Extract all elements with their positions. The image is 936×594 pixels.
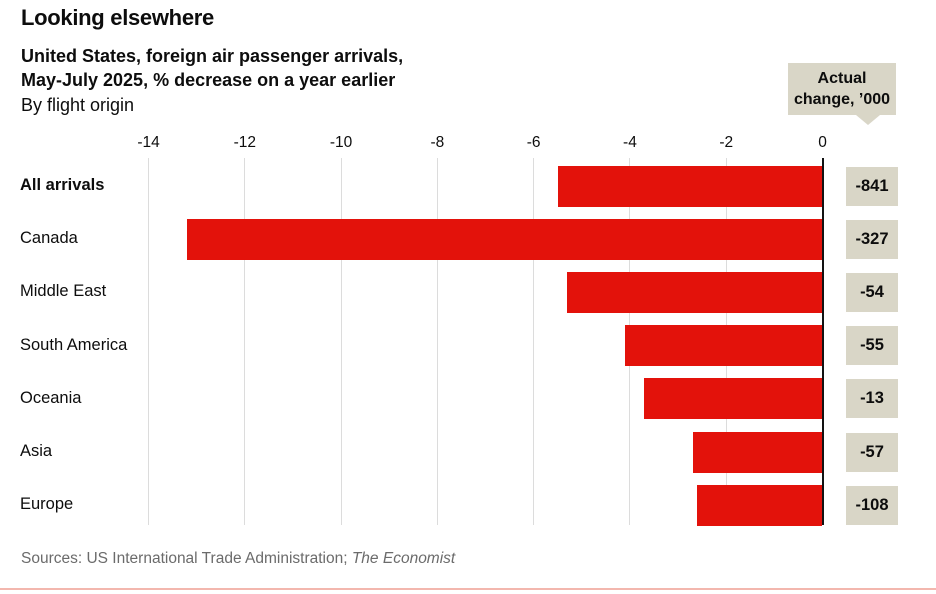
axis-tick-label: -6	[526, 134, 541, 151]
gridline	[148, 158, 150, 525]
value-badge: -54	[846, 272, 898, 312]
bar-label: Canada	[20, 229, 78, 248]
bar-label: Oceania	[20, 388, 82, 407]
bar-label: South America	[20, 335, 128, 354]
bar	[644, 378, 823, 420]
source-line: Sources: US International Trade Administ…	[21, 550, 455, 568]
bar-label: Asia	[20, 442, 53, 460]
source-publisher: The Economist	[351, 550, 456, 567]
callout-pointer	[856, 115, 880, 125]
axis-tick-label: 0	[818, 134, 827, 151]
chart-subtitle-line1: United States, foreign air passenger arr…	[21, 46, 404, 66]
bar-label: All arrivals	[20, 176, 105, 194]
axis-tick-label: -8	[430, 134, 445, 151]
axis-tick-label: -10	[329, 134, 353, 151]
chart-byline: By flight origin	[21, 95, 135, 115]
bar-label: Europe	[20, 495, 74, 514]
bar	[567, 271, 823, 313]
axis-tick-label: -14	[137, 134, 160, 151]
gridline	[533, 158, 535, 525]
callout-line2: change, ’000	[793, 91, 891, 108]
bar-label: Middle East	[20, 282, 107, 301]
actual-change-callout: Actual change, ’000	[788, 63, 896, 115]
value-badge: -55	[846, 326, 898, 366]
chart-subtitle-line2: May-July 2025, % decrease on a year earl…	[21, 70, 396, 90]
bar	[692, 431, 823, 473]
value-badge: -13	[846, 379, 898, 419]
value-badge: -108	[846, 485, 898, 525]
value-badge: -57	[846, 432, 898, 472]
value-badge: -841	[846, 166, 898, 206]
axis-tick-label: -12	[233, 134, 257, 151]
bar	[697, 484, 823, 526]
bar	[625, 325, 823, 367]
gridline	[340, 158, 342, 525]
bottom-rule	[0, 588, 936, 590]
axis-tick-label: -2	[719, 134, 734, 151]
axis-tick-label: -4	[623, 134, 637, 151]
chart-title: Looking elsewhere	[21, 5, 214, 30]
gridline	[244, 158, 246, 525]
source-text: Sources: US International Trade Administ…	[21, 550, 352, 567]
gridline	[436, 158, 438, 525]
bar	[187, 218, 823, 260]
value-badge: -327	[846, 219, 898, 259]
zero-axis-line	[821, 158, 824, 525]
bar	[557, 165, 823, 207]
callout-line1: Actual	[817, 70, 867, 87]
